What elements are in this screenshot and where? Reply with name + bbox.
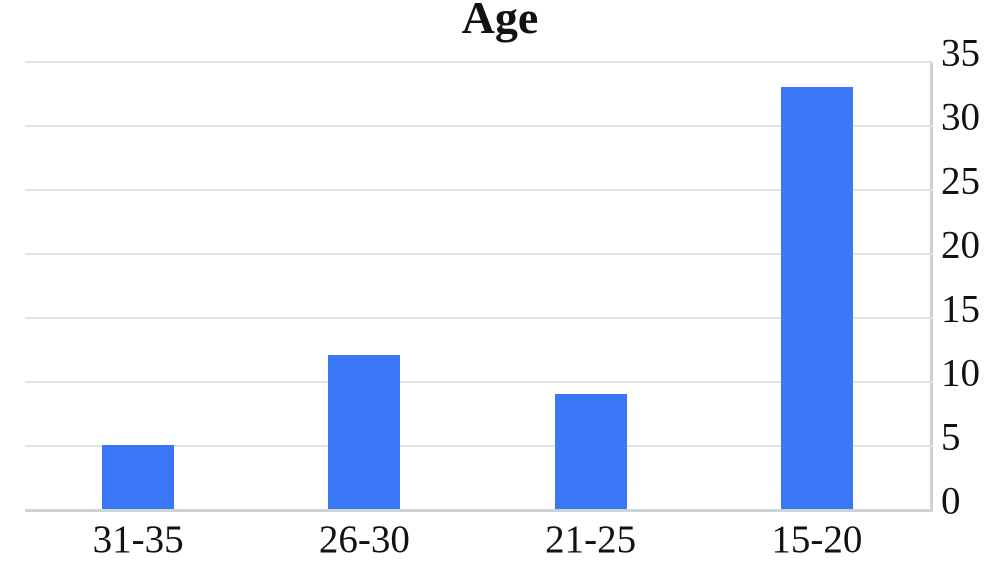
x-axis-line — [25, 509, 933, 512]
bar-31-35 — [102, 445, 175, 509]
y-tick-label-35: 35 — [941, 31, 980, 75]
y-tick-label-25: 25 — [941, 159, 980, 203]
gridline-15 — [25, 317, 933, 319]
y-tick-label-10: 10 — [941, 351, 980, 395]
plot-area — [25, 61, 933, 512]
y-tick-label-20: 20 — [941, 223, 980, 267]
gridline-10 — [25, 381, 933, 383]
gridline-25 — [25, 189, 933, 191]
gridline-35 — [25, 61, 933, 63]
bar-21-25 — [554, 393, 627, 509]
y-axis-line — [930, 61, 933, 512]
y-tick-label-15: 15 — [941, 287, 980, 331]
x-tick-label-31-35: 31-35 — [92, 518, 184, 561]
chart-title: Age — [461, 0, 539, 43]
gridline-5 — [25, 445, 933, 447]
y-tick-label-0: 0 — [941, 479, 961, 523]
x-tick-label-15-20: 15-20 — [771, 518, 863, 561]
x-tick-label-26-30: 26-30 — [318, 518, 410, 561]
gridline-20 — [25, 253, 933, 255]
bar-15-20 — [780, 86, 853, 509]
y-tick-label-30: 30 — [941, 95, 980, 139]
x-tick-label-21-25: 21-25 — [545, 518, 637, 561]
bar-26-30 — [328, 355, 401, 509]
y-tick-label-5: 5 — [941, 415, 961, 459]
gridline-30 — [25, 125, 933, 127]
